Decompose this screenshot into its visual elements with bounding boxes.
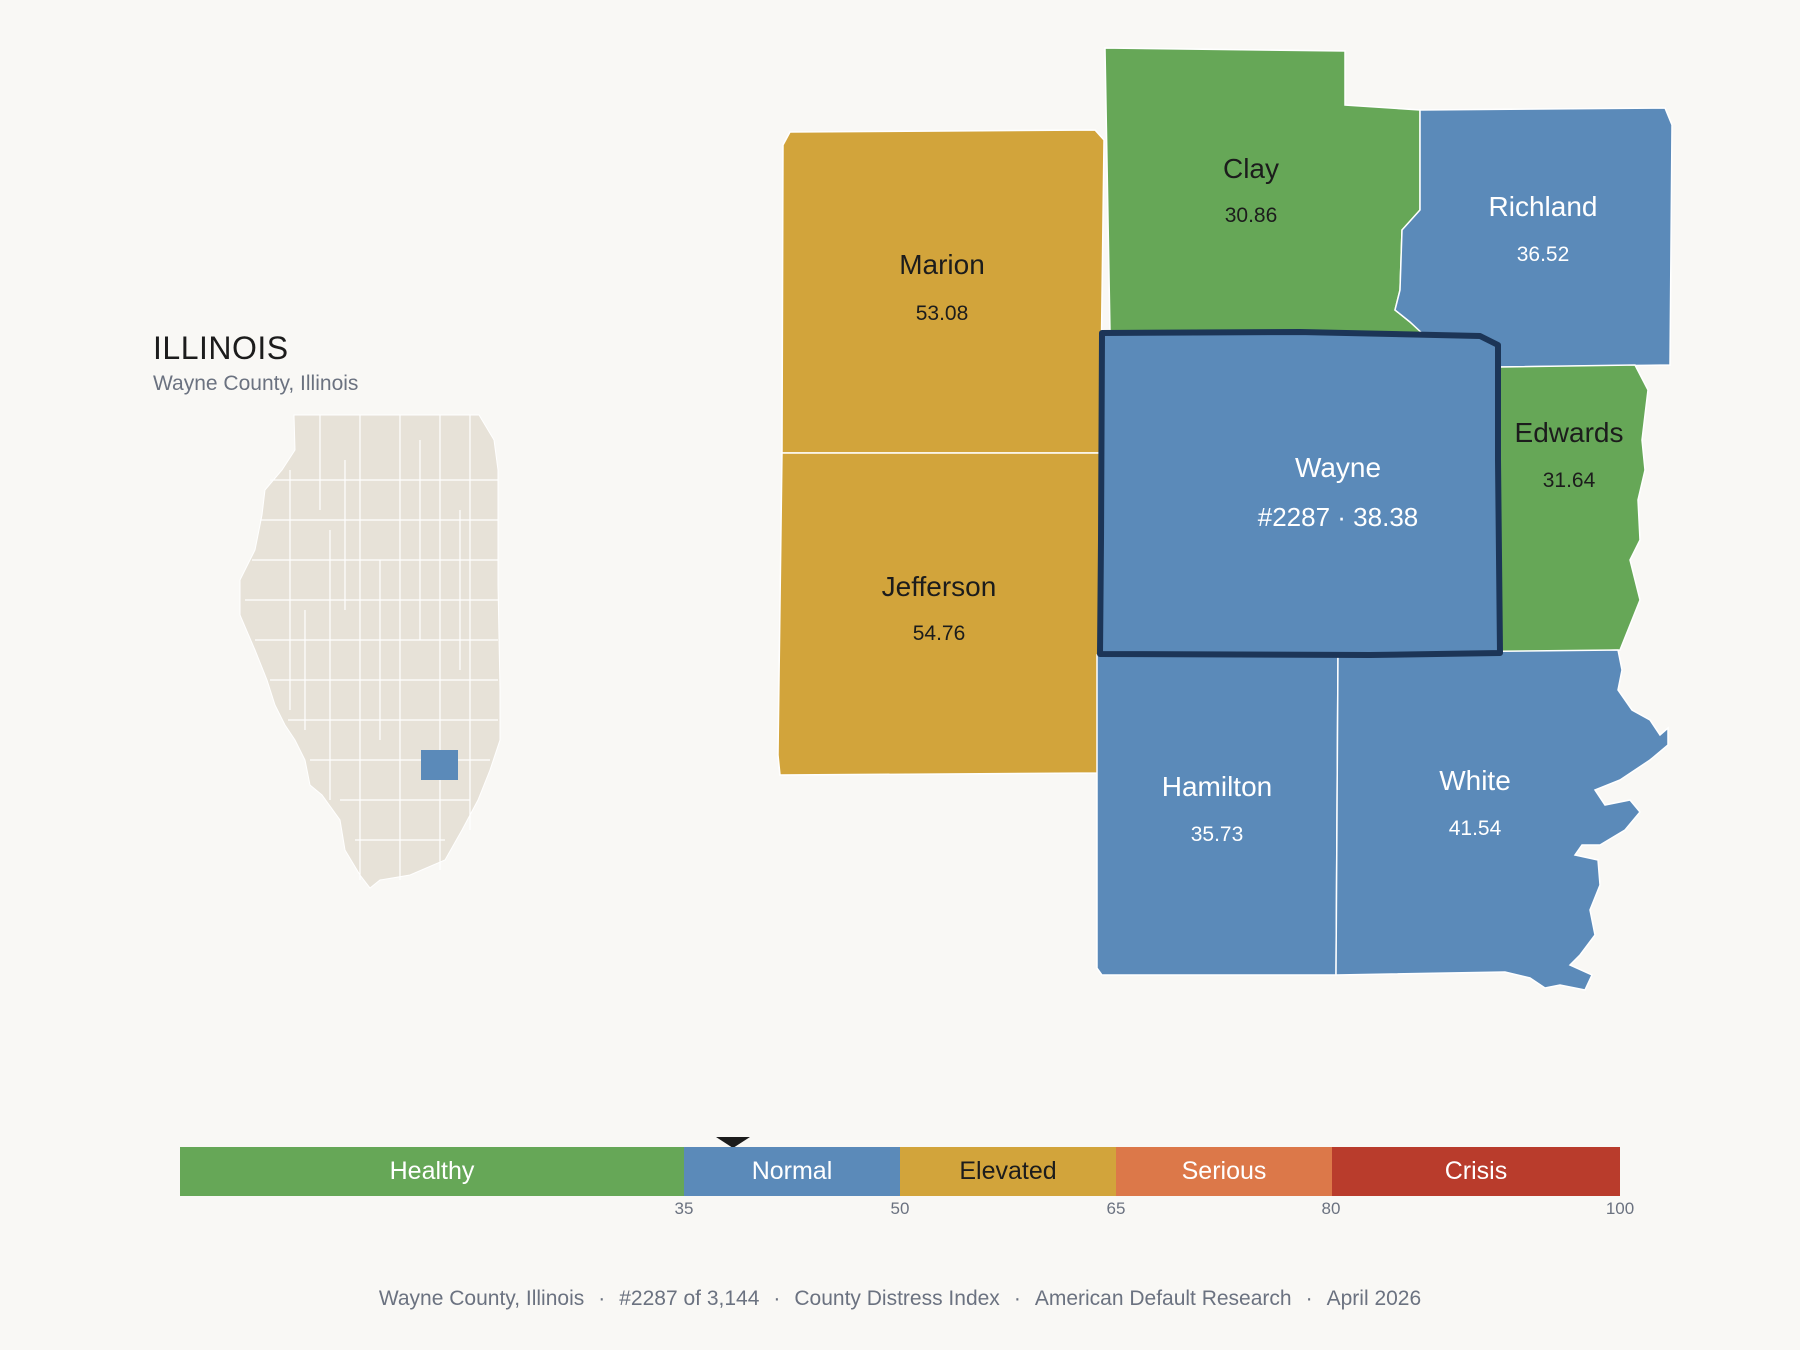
- county-label-clay: Clay: [1223, 153, 1279, 184]
- county-value-marion: 53.08: [916, 302, 969, 325]
- legend-band-normal: Normal: [684, 1147, 900, 1196]
- county-label-edwards: Edwards: [1515, 417, 1624, 448]
- index-position-marker: [715, 1137, 750, 1148]
- county-shape-jefferson[interactable]: [777, 452, 1101, 776]
- footer-publisher: American Default Research: [1034, 1287, 1292, 1310]
- county-value-white: 41.54: [1449, 817, 1502, 840]
- county-grid: [245, 415, 498, 880]
- footer-date: April 2026: [1326, 1287, 1422, 1310]
- county-label-marion: Marion: [899, 249, 985, 280]
- illinois-inset-map: [239, 414, 501, 889]
- county-shape-clay[interactable]: [1104, 47, 1428, 336]
- county-value-clay: 30.86: [1225, 204, 1278, 227]
- footer: Wayne County, Illinois · #2287 of 3,144 · Co…: [0, 1287, 1800, 1311]
- county-value-richland: 36.52: [1517, 243, 1570, 266]
- county-label-hamilton: Hamilton: [1162, 771, 1272, 802]
- legend-band-elevated: Elevated: [900, 1147, 1116, 1196]
- footer-county: Wayne County, Illinois: [378, 1287, 585, 1310]
- county-label-wayne: Wayne: [1295, 452, 1381, 483]
- county-label-white: White: [1439, 765, 1511, 796]
- legend-band-crisis: Crisis: [1332, 1147, 1620, 1196]
- county-shape-marion[interactable]: [781, 129, 1105, 454]
- county-shape-white[interactable]: [1335, 649, 1669, 991]
- distress-scale-legend: Healthy Normal Elevated Serious Crisis: [180, 1147, 1620, 1196]
- county-value-wayne: #2287 · 38.38: [1258, 502, 1418, 532]
- legend-tick-80: 80: [1321, 1199, 1341, 1218]
- county-shape-wayne[interactable]: [1097, 329, 1503, 658]
- footer-rank: #2287 of 3,144: [619, 1287, 760, 1310]
- wayne-inset-highlight: [421, 750, 458, 780]
- footer-separator: ·: [1013, 1287, 1021, 1310]
- county-labels: Marion 53.08 Clay 30.86 Richland 36.52 W…: [882, 153, 1624, 846]
- footer-separator: ·: [1305, 1287, 1313, 1310]
- state-title: ILLINOIS: [153, 330, 289, 366]
- state-subtitle: Wayne County, Illinois: [153, 372, 359, 395]
- county-map: Marion 53.08 Clay 30.86 Richland 36.52 W…: [777, 47, 1673, 991]
- county-value-hamilton: 35.73: [1191, 823, 1244, 846]
- county-shape-richland[interactable]: [1394, 107, 1673, 368]
- county-label-richland: Richland: [1489, 191, 1598, 222]
- footer-separator: ·: [598, 1287, 606, 1310]
- legend-tick-100: 100: [1605, 1199, 1635, 1218]
- county-shape-edwards[interactable]: [1499, 364, 1649, 654]
- legend-tick-50: 50: [890, 1199, 910, 1218]
- county-shape-hamilton[interactable]: [1096, 652, 1339, 976]
- footer-index-name: County Distress Index: [794, 1287, 1000, 1310]
- county-value-edwards: 31.64: [1543, 469, 1596, 492]
- county-label-jefferson: Jefferson: [882, 571, 997, 602]
- county-value-jefferson: 54.76: [913, 622, 966, 645]
- legend-tick-65: 65: [1106, 1199, 1126, 1218]
- legend-band-healthy: Healthy: [180, 1147, 684, 1196]
- footer-separator: ·: [773, 1287, 781, 1310]
- legend-band-serious: Serious: [1116, 1147, 1332, 1196]
- legend-tick-35: 35: [674, 1199, 694, 1218]
